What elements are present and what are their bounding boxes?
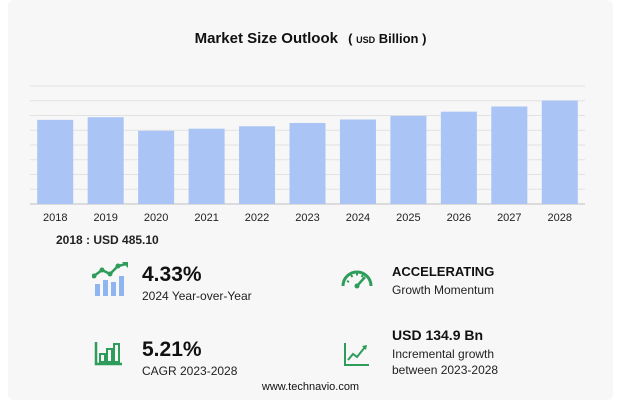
- bar-2024: [339, 119, 376, 204]
- x-tick-label: 2018: [43, 212, 67, 224]
- bar-2020: [138, 130, 175, 204]
- bar-2019: [87, 117, 124, 204]
- momentum-value: ACCELERATING: [392, 264, 495, 279]
- x-tick-label: 2020: [144, 212, 168, 224]
- footer-url: www.technavio.com: [261, 381, 360, 393]
- cagr-label: CAGR 2023-2028: [142, 364, 238, 378]
- bar-chart-icon: [94, 342, 122, 366]
- bar-2023: [289, 122, 326, 204]
- chart-title: Market Size Outlook ( USD Billion ): [0, 30, 621, 47]
- incremental-label-1: Incremental growth: [392, 347, 495, 361]
- line-chart-icon: [344, 343, 369, 366]
- x-tick-label: 2023: [295, 212, 319, 224]
- x-tick-label: 2028: [548, 212, 572, 224]
- cagr-stat: 5.21% CAGR 2023-2028: [142, 339, 237, 379]
- unit-currency: USD: [356, 35, 376, 45]
- momentum-stat: ACCELERATING Growth Momentum: [392, 265, 494, 297]
- yoy-stat: 4.33% 2024 Year-over-Year: [142, 264, 252, 304]
- unit-open: (: [348, 31, 353, 46]
- incremental-label-2: between 2023-2028: [392, 363, 499, 378]
- x-tick-label: 2026: [447, 212, 471, 224]
- unit-close: ): [422, 31, 427, 46]
- x-tick-label: 2022: [245, 212, 269, 224]
- bar-2026: [440, 111, 477, 204]
- x-tick-label: 2024: [346, 212, 370, 224]
- bar-2025: [390, 115, 427, 204]
- bar-chart: 2018 2019 2020 2021 2022 2023 2024 2025 2026 2027…: [30, 85, 585, 224]
- title-text: Market Size Outlook: [194, 30, 338, 47]
- speedometer-icon: [341, 270, 373, 289]
- yoy-label: 2024 Year-over-Year: [142, 289, 252, 303]
- incremental-value: USD 134.9 Bn: [392, 327, 484, 343]
- x-tick-label: 2025: [396, 212, 420, 224]
- yoy-value: 4.33%: [142, 263, 202, 286]
- unit-word: Billion: [378, 31, 419, 46]
- cagr-value: 5.21%: [142, 338, 202, 361]
- bar-2022: [239, 126, 276, 204]
- bar-2028: [541, 100, 578, 204]
- x-tick-label: 2027: [497, 212, 521, 224]
- bar-2018: [37, 119, 74, 204]
- unit-label: ( USD Billion ): [348, 31, 426, 46]
- momentum-label: Growth Momentum: [392, 283, 495, 297]
- x-tick-label: 2019: [93, 212, 117, 224]
- bar-2027: [491, 106, 528, 204]
- incremental-stat: USD 134.9 Bn Incremental growth between …: [392, 328, 498, 378]
- x-tick-label: 2021: [194, 212, 218, 224]
- base-year-label: 2018 : USD 485.10: [56, 233, 159, 247]
- bar-2021: [188, 128, 225, 204]
- trend-bars-icon: [92, 262, 128, 296]
